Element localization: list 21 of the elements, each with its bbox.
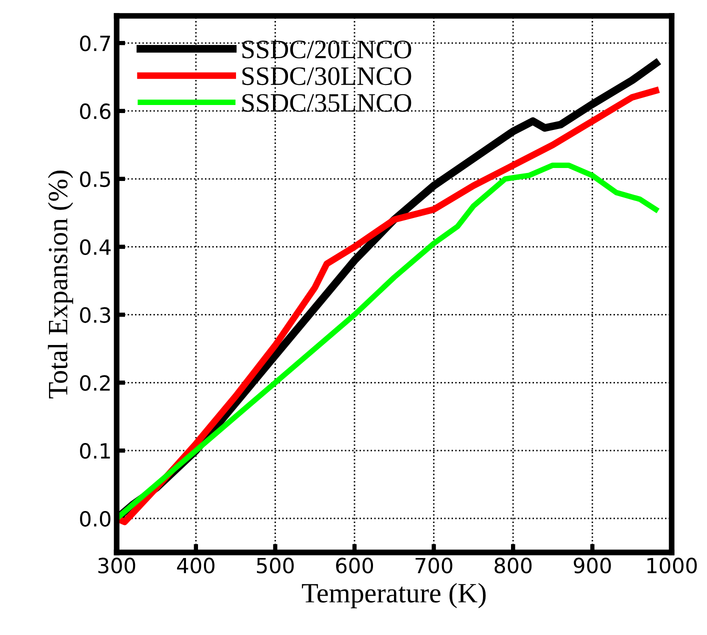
y-tick-label: 0.6 [80, 103, 110, 120]
x-tick-label: 600 [336, 558, 374, 574]
x-tick-label: 300 [98, 558, 136, 574]
x-tick-label: 800 [494, 558, 532, 574]
x-tick-label: 400 [177, 558, 214, 574]
y-tick-label: 0.1 [80, 443, 110, 459]
legend-label: SSDC/30LNCO [242, 67, 412, 86]
x-tick-label: 700 [416, 558, 452, 574]
y-tick-label: 0.3 [80, 307, 110, 323]
x-tick-label: 900 [574, 558, 611, 574]
y-axis-title: Total Expansion (%) [48, 170, 74, 398]
x-tick-label: 500 [256, 558, 294, 574]
y-tick-label: 0.4 [80, 239, 111, 256]
legend-label: SSDC/20LNCO [242, 40, 412, 58]
x-axis-title: Temperature (K) [302, 583, 486, 608]
y-tick-label: 0.7 [80, 35, 110, 52]
y-tick-label: 0.0 [80, 510, 110, 527]
y-tick-label: 0.2 [80, 375, 110, 391]
legend-label: SSDC/35LNCO [242, 94, 412, 112]
x-tick-label: 1000 [647, 558, 697, 574]
y-tick-label: 0.5 [80, 171, 110, 188]
